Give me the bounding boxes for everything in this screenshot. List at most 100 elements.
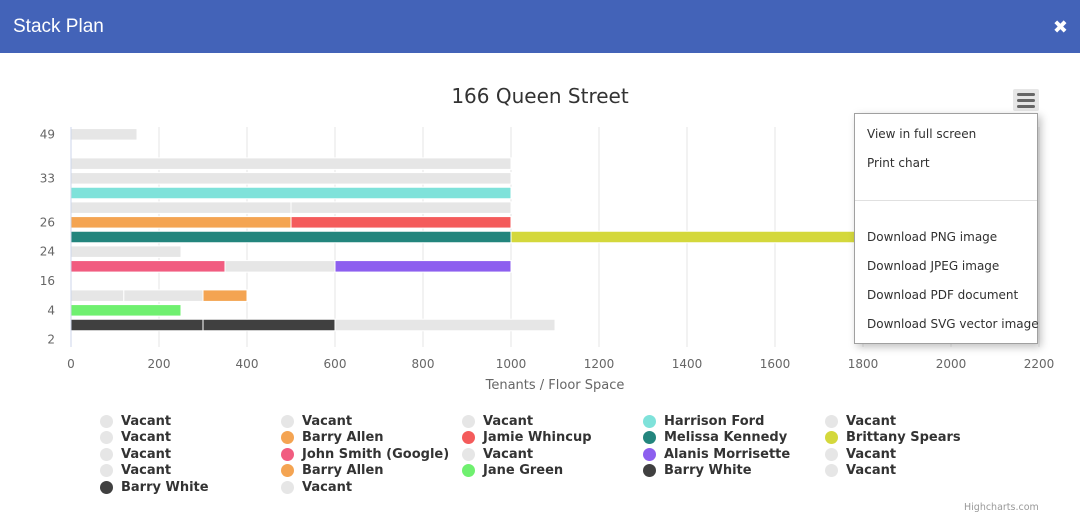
y-tick-label: 4 [47, 303, 55, 317]
hamburger-menu-icon[interactable] [1013, 89, 1039, 111]
bar-segment [70, 201, 292, 214]
legend-swatch [100, 447, 113, 461]
legend-swatch [462, 431, 475, 444]
bar-segment [290, 216, 512, 229]
legend-item[interactable]: Barry White [643, 463, 752, 479]
legend-item[interactable]: Barry White [100, 479, 209, 495]
legend-label: Barry Allen [302, 463, 384, 478]
legend-label: Jane Green [483, 463, 564, 478]
menu-item-download-pdf[interactable]: Download PDF document [867, 288, 1019, 302]
legend-label: Brittany Spears [846, 430, 961, 445]
legend-label: Vacant [483, 413, 534, 429]
bar-segment [70, 128, 138, 141]
legend-label: Harrison Ford [664, 413, 765, 429]
legend-swatch [643, 414, 656, 428]
legend-swatch [100, 431, 113, 444]
legend-swatch [462, 464, 475, 477]
bar-segment [70, 230, 512, 244]
legend-swatch [281, 414, 294, 428]
legend-item[interactable]: Vacant [100, 463, 171, 479]
y-tick-label: 24 [40, 245, 55, 259]
bar-segment [70, 216, 292, 229]
legend-swatch [825, 464, 838, 477]
legend-item[interactable]: Barry Allen [281, 463, 384, 479]
legend-swatch [281, 464, 294, 477]
menu-item-download-png[interactable]: Download PNG image [867, 230, 998, 244]
legend-item[interactable]: Brittany Spears [825, 430, 961, 446]
legend-item[interactable]: Jane Green [462, 463, 563, 479]
legend-item[interactable]: Vacant [281, 479, 352, 495]
bar-segment [70, 186, 512, 200]
bar-segment [202, 318, 336, 332]
legend-item[interactable]: Barry Allen [281, 430, 384, 446]
menu-item-print-chart[interactable]: Print chart [867, 156, 930, 170]
legend-item[interactable]: Vacant [281, 413, 352, 429]
legend-swatch [281, 431, 294, 444]
bar-segment [290, 201, 512, 214]
legend-label: Vacant [121, 430, 172, 445]
x-axis-title: Tenants / Floor Space [485, 378, 625, 393]
legend-label: Vacant [302, 413, 353, 429]
legend-swatch [100, 414, 113, 428]
bar-segment [334, 318, 556, 332]
export-menu: View in full screen Print chart Download… [854, 113, 1039, 344]
bar-segment [70, 318, 204, 332]
legend-label: Vacant [121, 446, 172, 462]
legend-label: Barry White [121, 479, 209, 495]
y-tick-label: 33 [40, 171, 55, 185]
legend-label: John Smith (Google) [302, 446, 450, 462]
x-tick-label: 2200 [1024, 357, 1055, 371]
x-tick-label: 1200 [584, 357, 615, 371]
legend-item[interactable]: Vacant [825, 413, 896, 429]
legend-item[interactable]: Vacant [100, 430, 171, 446]
legend-label: Jamie Whincup [483, 430, 592, 445]
legend-label: Vacant [846, 446, 897, 462]
bar-segment [70, 260, 226, 273]
legend-swatch [462, 414, 475, 428]
legend-swatch [281, 480, 294, 494]
legend-item[interactable]: Alanis Morrisette [643, 446, 790, 462]
x-tick-label: 400 [236, 357, 259, 371]
legend-label: Vacant [846, 463, 897, 478]
bar-segment [510, 230, 886, 244]
legend-item[interactable]: Vacant [100, 413, 171, 429]
menu-item-download-svg[interactable]: Download SVG vector image [867, 317, 1039, 331]
x-tick-label: 1600 [760, 357, 791, 371]
menu-divider [855, 200, 1037, 201]
legend-item[interactable]: Vacant [825, 463, 896, 479]
legend-swatch [825, 431, 838, 444]
modal-header: Stack Plan ✖ [0, 0, 1080, 53]
bar-segment [334, 260, 512, 273]
y-tick-label: 16 [40, 274, 55, 288]
legend-item[interactable]: Vacant [462, 413, 533, 429]
legend-item[interactable]: John Smith (Google) [281, 446, 449, 462]
menu-item-download-jpeg[interactable]: Download JPEG image [867, 259, 1000, 273]
legend-swatch [100, 464, 113, 477]
legend-label: Vacant [121, 413, 172, 429]
legend-item[interactable]: Jamie Whincup [462, 430, 592, 446]
menu-item-view-full-screen[interactable]: View in full screen [867, 127, 977, 141]
x-tick-label: 800 [412, 357, 435, 371]
legend-item[interactable]: Vacant [100, 446, 171, 462]
modal-title: Stack Plan [13, 15, 104, 37]
legend-swatch [643, 431, 656, 444]
x-tick-label: 600 [324, 357, 347, 371]
legend-swatch [100, 480, 113, 494]
x-tick-label: 0 [67, 357, 75, 371]
legend-swatch [643, 464, 656, 477]
x-tick-label: 200 [148, 357, 171, 371]
bar-segment [224, 260, 336, 273]
x-tick-label: 2000 [936, 357, 967, 371]
legend-label: Vacant [483, 446, 534, 462]
close-icon[interactable]: ✖ [1052, 16, 1068, 37]
legend-item[interactable]: Melissa Kennedy [643, 430, 787, 446]
bar-segment [70, 172, 512, 185]
credits-link[interactable]: Highcharts.com [964, 502, 1039, 513]
chart-title: 166 Queen Street [451, 84, 629, 108]
legend-label: Vacant [846, 413, 897, 429]
legend-label: Barry Allen [302, 430, 384, 445]
legend-item[interactable]: Vacant [462, 446, 533, 462]
legend-label: Melissa Kennedy [664, 430, 788, 445]
legend-item[interactable]: Vacant [825, 446, 896, 462]
legend-item[interactable]: Harrison Ford [643, 413, 764, 429]
